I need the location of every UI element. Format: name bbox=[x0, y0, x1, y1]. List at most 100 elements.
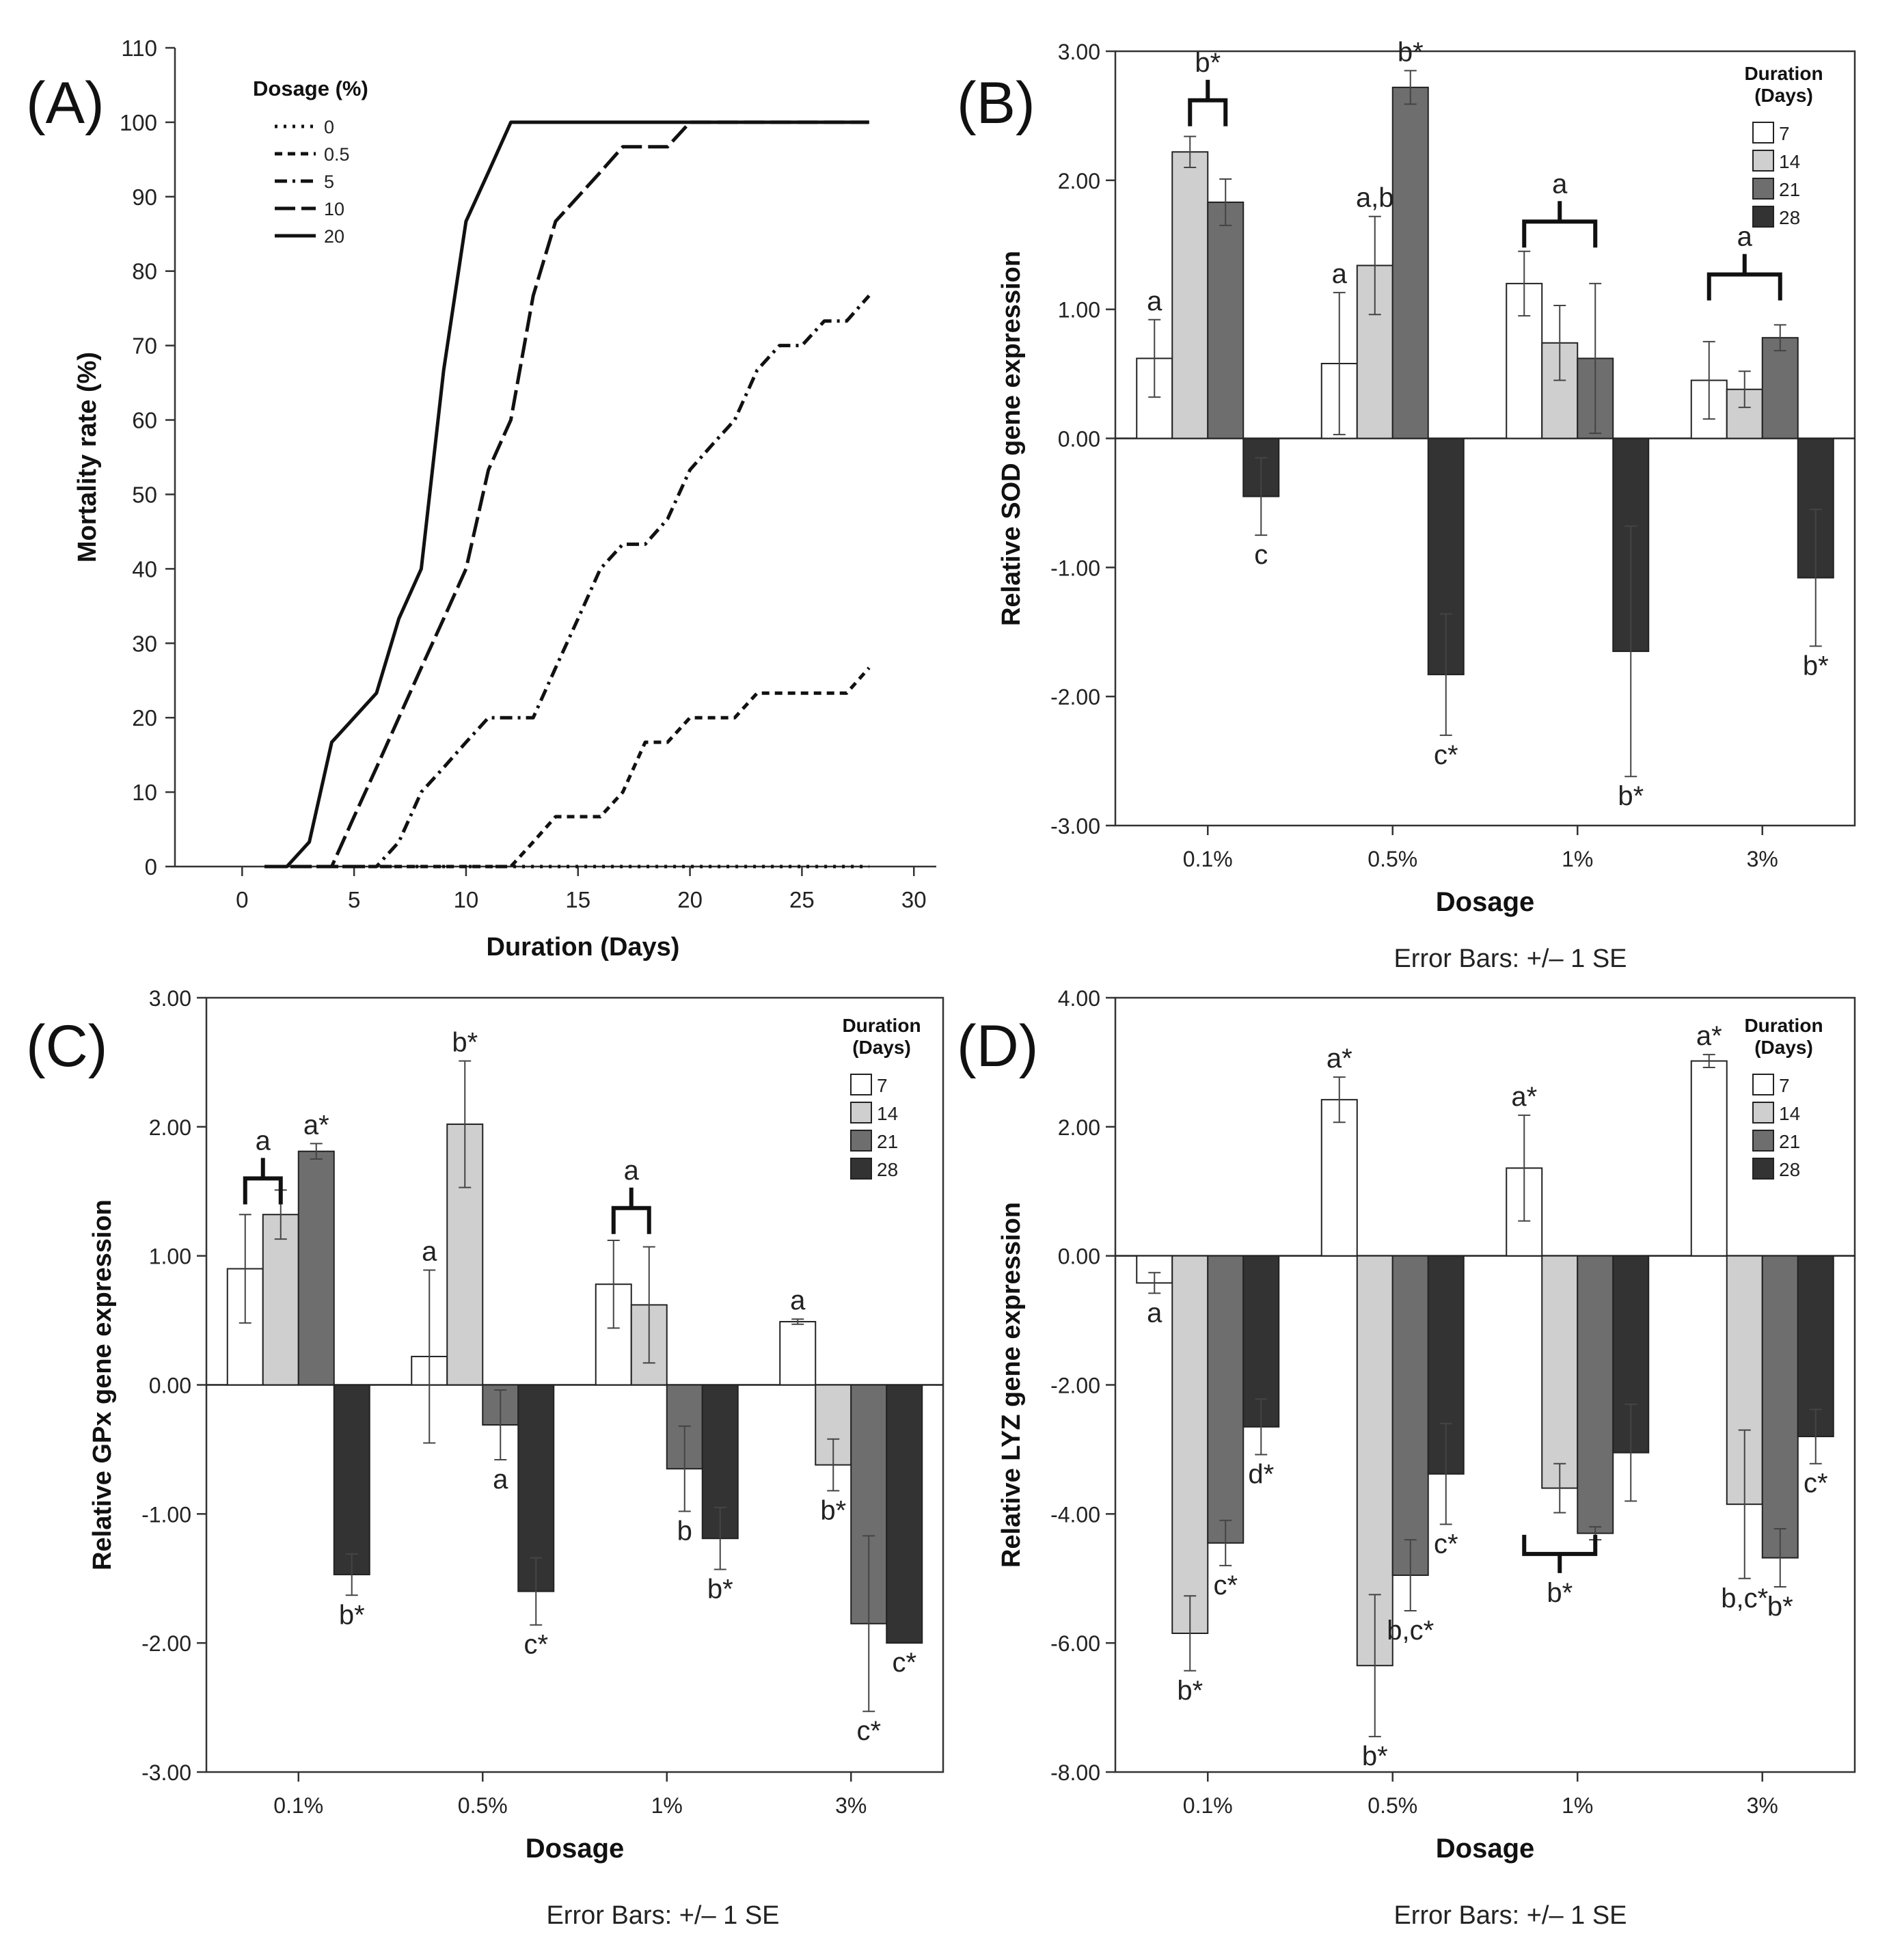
panel-d-significance-label: c* bbox=[1804, 1469, 1828, 1499]
panel-d-significance-label: b* bbox=[1177, 1676, 1203, 1706]
panel-a-y-tick-label: 90 bbox=[132, 185, 157, 210]
panel-c-legend-swatch-7 bbox=[850, 1074, 872, 1095]
panel-a-y-tick-label: 70 bbox=[132, 333, 157, 359]
panel-b-x-tick-label: 0.5% bbox=[1368, 847, 1417, 871]
panel-b-bracket-label: a bbox=[1737, 222, 1753, 252]
panel-a-y-tick-label: 100 bbox=[120, 110, 157, 135]
panel-d-significance-label: d* bbox=[1248, 1459, 1274, 1489]
panel-b-significance-label: c* bbox=[1434, 740, 1458, 770]
panel-b-y-tick-label: 1.00 bbox=[1058, 298, 1100, 323]
panel-d-x-tick-label: 0.5% bbox=[1368, 1793, 1417, 1818]
panel-b-bracket-label: a bbox=[1552, 169, 1568, 199]
panel-c-legend-swatch-21 bbox=[850, 1130, 872, 1152]
panel-b-significance-label: a bbox=[1332, 259, 1348, 289]
panel-c-significance-bracket bbox=[243, 1176, 283, 1205]
panel-c-x-tick-label: 3% bbox=[835, 1793, 867, 1818]
panel-c-bracket-label: a bbox=[624, 1156, 640, 1186]
panel-b-bar-21-0.5% bbox=[1391, 86, 1429, 439]
panel-b-legend-swatch-28 bbox=[1752, 206, 1774, 228]
panel-d-y-tick-label: -8.00 bbox=[1050, 1760, 1100, 1785]
series-line-0.5 bbox=[264, 666, 871, 869]
panel-b-significance-bracket bbox=[1522, 219, 1598, 248]
panel-c-legend-label-14: 14 bbox=[877, 1103, 898, 1124]
panel-b-legend-swatch-14 bbox=[1752, 150, 1774, 172]
panel-d-significance-label: a* bbox=[1696, 1021, 1722, 1051]
panel-c-bar-21-0.1% bbox=[297, 1150, 335, 1386]
series-line-10 bbox=[264, 120, 869, 869]
panel-d-legend-title-line2: (Days) bbox=[1754, 1037, 1813, 1058]
panel-b-y-tick-label: 3.00 bbox=[1058, 40, 1100, 64]
panel-d-legend-label-28: 28 bbox=[1779, 1159, 1800, 1180]
series-line-20 bbox=[264, 120, 869, 869]
panel-b-legend-swatch-21 bbox=[1752, 178, 1774, 200]
panel-d-y-axis-title: Relative LYZ gene expression bbox=[997, 1202, 1026, 1568]
panel-d-legend-swatch-7 bbox=[1752, 1074, 1774, 1095]
panel-c-bar-28-0.5% bbox=[517, 1384, 555, 1592]
panel-c-x-tick-label: 0.1% bbox=[273, 1793, 323, 1818]
panel-c-y-tick-label: 3.00 bbox=[149, 986, 191, 1011]
panel-c-bracket-label: a bbox=[256, 1126, 271, 1156]
panel-d-y-tick-label: 2.00 bbox=[1058, 1115, 1100, 1140]
panel-d-y-tick-label: 0.00 bbox=[1058, 1244, 1100, 1269]
panel-c-bar-7-3% bbox=[779, 1320, 817, 1386]
panel-c-significance-label: b* bbox=[452, 1028, 478, 1058]
panel-a-legend-label-20: 20 bbox=[324, 226, 344, 247]
series-line-5 bbox=[264, 295, 871, 869]
panel-d-x-tick-label: 3% bbox=[1747, 1793, 1778, 1818]
panel-b-significance-label: b* bbox=[1803, 651, 1829, 681]
panel-c-y-tick-label: 2.00 bbox=[149, 1115, 191, 1140]
panel-d-bar-7-0.5% bbox=[1320, 1099, 1358, 1257]
panel-c-significance-label: a bbox=[422, 1236, 437, 1266]
panel-a-legend-label-0: 0 bbox=[324, 117, 334, 137]
panel-d-legend-label-7: 7 bbox=[1779, 1075, 1790, 1096]
panel-d-significance-label: c* bbox=[1434, 1529, 1458, 1559]
panel-c-significance-label: a bbox=[493, 1465, 508, 1495]
panel-d-significance-label: a* bbox=[1327, 1044, 1352, 1074]
panel-b-significance-bracket bbox=[1188, 98, 1228, 126]
panel-d-bar-14-1% bbox=[1541, 1255, 1579, 1489]
panel-c-y-axis-title: Relative GPx gene expression bbox=[88, 1199, 117, 1570]
panel-a-y-axis-title: Mortality rate (%) bbox=[73, 352, 102, 562]
panel-c-legend-label-7: 7 bbox=[877, 1075, 888, 1096]
panel-c-legend-label-28: 28 bbox=[877, 1159, 898, 1180]
panel-b-x-tick-label: 3% bbox=[1747, 847, 1778, 871]
panel-d-legend-swatch-21 bbox=[1752, 1130, 1774, 1152]
panel-b-legend-title-line1: Duration bbox=[1744, 63, 1823, 84]
panel-b-significance-label: b* bbox=[1398, 37, 1424, 67]
panel-b-x-tick-label: 0.1% bbox=[1183, 847, 1233, 871]
panel-b-significance-label: a,b bbox=[1356, 183, 1394, 213]
panel-b-bracket-label: b* bbox=[1195, 48, 1221, 78]
panel-a-x-tick-label: 0 bbox=[236, 887, 248, 912]
panel-b-legend-swatch-7 bbox=[1752, 122, 1774, 144]
panel-c-significance-label: b* bbox=[820, 1495, 846, 1525]
panel-d-y-tick-label: -4.00 bbox=[1050, 1502, 1100, 1527]
panel-b-bar-14-0.1% bbox=[1171, 151, 1209, 439]
panel-a-y-tick-label: 80 bbox=[132, 259, 157, 284]
panel-d-x-axis-title: Dosage bbox=[1436, 1834, 1535, 1864]
panel-b-significance-label: a bbox=[1147, 286, 1162, 316]
panel-d-significance-label: c* bbox=[1213, 1570, 1238, 1601]
panel-d-bar-21-1% bbox=[1577, 1255, 1614, 1534]
panel-c-legend-title-line2: (Days) bbox=[852, 1037, 911, 1058]
panel-a-y-tick-label: 30 bbox=[132, 631, 157, 656]
panel-c-x-tick-label: 1% bbox=[651, 1793, 683, 1818]
panel-a-legend-title: Dosage (%) bbox=[253, 77, 368, 100]
panel-b-y-tick-label: 0.00 bbox=[1058, 427, 1100, 452]
panel-a-x-tick-label: 20 bbox=[677, 887, 703, 912]
panel-c-significance-label: c* bbox=[856, 1716, 881, 1746]
panel-a-x-axis-title: Duration (Days) bbox=[487, 933, 680, 962]
panel-c-significance-label: a bbox=[790, 1285, 806, 1316]
panel-b-legend-label-28: 28 bbox=[1779, 207, 1800, 228]
panel-a-x-tick-label: 5 bbox=[348, 887, 360, 912]
panel-a-y-tick-label: 40 bbox=[132, 556, 157, 582]
panel-d-y-tick-label: -6.00 bbox=[1050, 1631, 1100, 1656]
panel-b-legend-label-21: 21 bbox=[1779, 179, 1800, 200]
panel-d-bar-7-3% bbox=[1690, 1060, 1728, 1257]
panel-a-y-tick-label: 20 bbox=[132, 705, 157, 731]
panel-d-significance-label: b,c* bbox=[1387, 1616, 1434, 1646]
panel-c-significance-label: c* bbox=[523, 1630, 548, 1660]
panel-c-label: (C) bbox=[26, 1013, 107, 1079]
panel-b-x-tick-label: 1% bbox=[1562, 847, 1593, 871]
